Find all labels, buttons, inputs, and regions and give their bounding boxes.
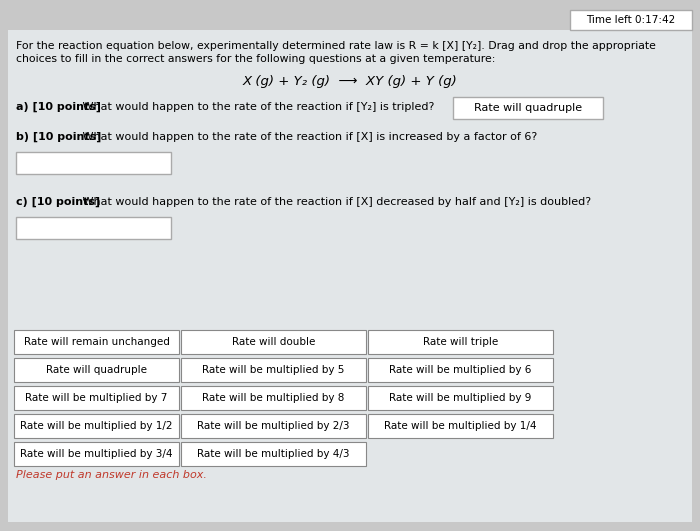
FancyBboxPatch shape: [181, 414, 366, 438]
FancyBboxPatch shape: [368, 386, 553, 410]
FancyBboxPatch shape: [181, 442, 366, 466]
Text: Rate will be multiplied by 5: Rate will be multiplied by 5: [202, 365, 344, 375]
Text: Rate will be multiplied by 9: Rate will be multiplied by 9: [389, 393, 532, 403]
FancyBboxPatch shape: [8, 30, 692, 522]
FancyBboxPatch shape: [181, 386, 366, 410]
Text: Rate will be multiplied by 2/3: Rate will be multiplied by 2/3: [197, 421, 350, 431]
Text: Rate will remain unchanged: Rate will remain unchanged: [24, 337, 169, 347]
FancyBboxPatch shape: [181, 330, 366, 354]
FancyBboxPatch shape: [368, 358, 553, 382]
FancyBboxPatch shape: [453, 97, 603, 119]
FancyBboxPatch shape: [16, 152, 171, 174]
Text: Please put an answer in each box.: Please put an answer in each box.: [16, 470, 207, 480]
FancyBboxPatch shape: [368, 330, 553, 354]
Text: X (g) + Y₂ (g)  ⟶  XY (g) + Y (g): X (g) + Y₂ (g) ⟶ XY (g) + Y (g): [243, 75, 457, 89]
Text: b) [10 points]: b) [10 points]: [16, 132, 102, 142]
FancyBboxPatch shape: [14, 442, 179, 466]
Text: Time left 0:17:42: Time left 0:17:42: [587, 15, 676, 25]
FancyBboxPatch shape: [14, 386, 179, 410]
FancyBboxPatch shape: [14, 414, 179, 438]
Text: Rate will be multiplied by 1/2: Rate will be multiplied by 1/2: [20, 421, 173, 431]
Text: Rate will quadruple: Rate will quadruple: [474, 103, 582, 113]
FancyBboxPatch shape: [14, 330, 179, 354]
FancyBboxPatch shape: [570, 10, 692, 30]
Text: Rate will be multiplied by 3/4: Rate will be multiplied by 3/4: [20, 449, 173, 459]
Text: Rate will double: Rate will double: [232, 337, 315, 347]
Text: What would happen to the rate of the reaction if [X] decreased by half and [Y₂] : What would happen to the rate of the rea…: [78, 197, 591, 207]
FancyBboxPatch shape: [14, 358, 179, 382]
FancyBboxPatch shape: [368, 414, 553, 438]
Text: What would happen to the rate of the reaction if [X] is increased by a factor of: What would happen to the rate of the rea…: [78, 132, 537, 142]
FancyBboxPatch shape: [181, 358, 366, 382]
Text: Rate will be multiplied by 1/4: Rate will be multiplied by 1/4: [384, 421, 537, 431]
Text: For the reaction equation below, experimentally determined rate law is R = k [X]: For the reaction equation below, experim…: [16, 41, 656, 51]
Text: What would happen to the rate of the reaction if [Y₂] is tripled?: What would happen to the rate of the rea…: [78, 102, 434, 112]
Text: a) [10 points]: a) [10 points]: [16, 102, 101, 112]
Text: Rate will be multiplied by 7: Rate will be multiplied by 7: [25, 393, 168, 403]
Text: Rate will be multiplied by 6: Rate will be multiplied by 6: [389, 365, 532, 375]
Text: Rate will be multiplied by 8: Rate will be multiplied by 8: [202, 393, 344, 403]
Text: Rate will be multiplied by 4/3: Rate will be multiplied by 4/3: [197, 449, 350, 459]
Text: Rate will triple: Rate will triple: [423, 337, 498, 347]
Text: Rate will quadruple: Rate will quadruple: [46, 365, 147, 375]
FancyBboxPatch shape: [16, 217, 171, 239]
Text: choices to fill in the correct answers for the following questions at a given te: choices to fill in the correct answers f…: [16, 54, 496, 64]
Text: c) [10 points]: c) [10 points]: [16, 197, 100, 207]
